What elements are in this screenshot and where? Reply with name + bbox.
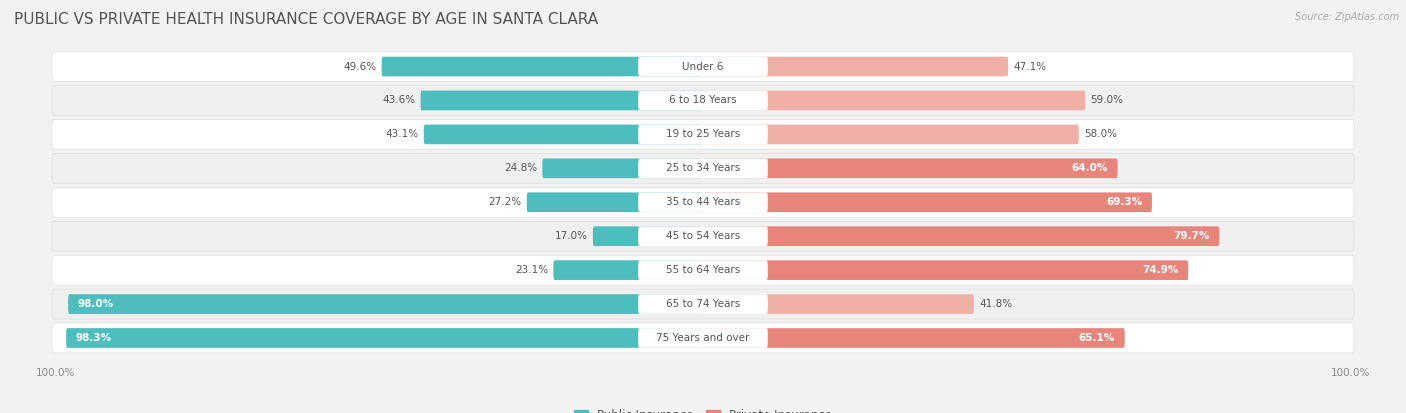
Text: 98.3%: 98.3% [76, 333, 112, 343]
Text: 65.1%: 65.1% [1078, 333, 1115, 343]
FancyBboxPatch shape [638, 90, 768, 110]
Text: Under 6: Under 6 [682, 62, 724, 71]
Text: 65 to 74 Years: 65 to 74 Years [666, 299, 740, 309]
Text: 98.0%: 98.0% [77, 299, 114, 309]
Text: Source: ZipAtlas.com: Source: ZipAtlas.com [1295, 12, 1399, 22]
FancyBboxPatch shape [554, 260, 703, 280]
FancyBboxPatch shape [703, 328, 1125, 348]
Text: 79.7%: 79.7% [1173, 231, 1209, 241]
FancyBboxPatch shape [638, 159, 768, 178]
FancyBboxPatch shape [638, 260, 768, 280]
FancyBboxPatch shape [543, 159, 703, 178]
FancyBboxPatch shape [381, 57, 703, 76]
FancyBboxPatch shape [703, 57, 1008, 76]
Text: 6 to 18 Years: 6 to 18 Years [669, 95, 737, 105]
Text: 19 to 25 Years: 19 to 25 Years [666, 129, 740, 140]
Text: 23.1%: 23.1% [515, 265, 548, 275]
FancyBboxPatch shape [703, 125, 1078, 144]
FancyBboxPatch shape [52, 153, 1354, 183]
Text: 69.3%: 69.3% [1107, 197, 1142, 207]
FancyBboxPatch shape [638, 125, 768, 144]
FancyBboxPatch shape [703, 192, 1152, 212]
Text: 64.0%: 64.0% [1071, 163, 1108, 173]
Text: PUBLIC VS PRIVATE HEALTH INSURANCE COVERAGE BY AGE IN SANTA CLARA: PUBLIC VS PRIVATE HEALTH INSURANCE COVER… [14, 12, 598, 27]
Text: 43.6%: 43.6% [382, 95, 415, 105]
FancyBboxPatch shape [638, 192, 768, 212]
FancyBboxPatch shape [420, 90, 703, 110]
FancyBboxPatch shape [638, 294, 768, 314]
FancyBboxPatch shape [66, 328, 703, 348]
FancyBboxPatch shape [703, 226, 1219, 246]
FancyBboxPatch shape [593, 226, 703, 246]
Text: 17.0%: 17.0% [555, 231, 588, 241]
FancyBboxPatch shape [703, 159, 1118, 178]
FancyBboxPatch shape [638, 57, 768, 76]
Text: 41.8%: 41.8% [979, 299, 1012, 309]
FancyBboxPatch shape [52, 255, 1354, 285]
FancyBboxPatch shape [703, 294, 974, 314]
Text: 24.8%: 24.8% [503, 163, 537, 173]
FancyBboxPatch shape [638, 226, 768, 246]
Text: 74.9%: 74.9% [1142, 265, 1178, 275]
FancyBboxPatch shape [703, 90, 1085, 110]
Text: 27.2%: 27.2% [488, 197, 522, 207]
Text: 47.1%: 47.1% [1014, 62, 1046, 71]
FancyBboxPatch shape [703, 260, 1188, 280]
FancyBboxPatch shape [52, 52, 1354, 81]
FancyBboxPatch shape [52, 188, 1354, 217]
Text: 75 Years and over: 75 Years and over [657, 333, 749, 343]
FancyBboxPatch shape [52, 289, 1354, 319]
FancyBboxPatch shape [52, 119, 1354, 150]
FancyBboxPatch shape [52, 85, 1354, 115]
Text: 55 to 64 Years: 55 to 64 Years [666, 265, 740, 275]
FancyBboxPatch shape [52, 221, 1354, 251]
FancyBboxPatch shape [638, 328, 768, 348]
FancyBboxPatch shape [67, 294, 703, 314]
FancyBboxPatch shape [52, 323, 1354, 353]
Text: 49.6%: 49.6% [343, 62, 377, 71]
Text: 58.0%: 58.0% [1084, 129, 1116, 140]
Text: 35 to 44 Years: 35 to 44 Years [666, 197, 740, 207]
FancyBboxPatch shape [423, 125, 703, 144]
Text: 43.1%: 43.1% [385, 129, 419, 140]
Text: 25 to 34 Years: 25 to 34 Years [666, 163, 740, 173]
FancyBboxPatch shape [527, 192, 703, 212]
Legend: Public Insurance, Private Insurance: Public Insurance, Private Insurance [569, 404, 837, 413]
Text: 59.0%: 59.0% [1091, 95, 1123, 105]
Text: 45 to 54 Years: 45 to 54 Years [666, 231, 740, 241]
